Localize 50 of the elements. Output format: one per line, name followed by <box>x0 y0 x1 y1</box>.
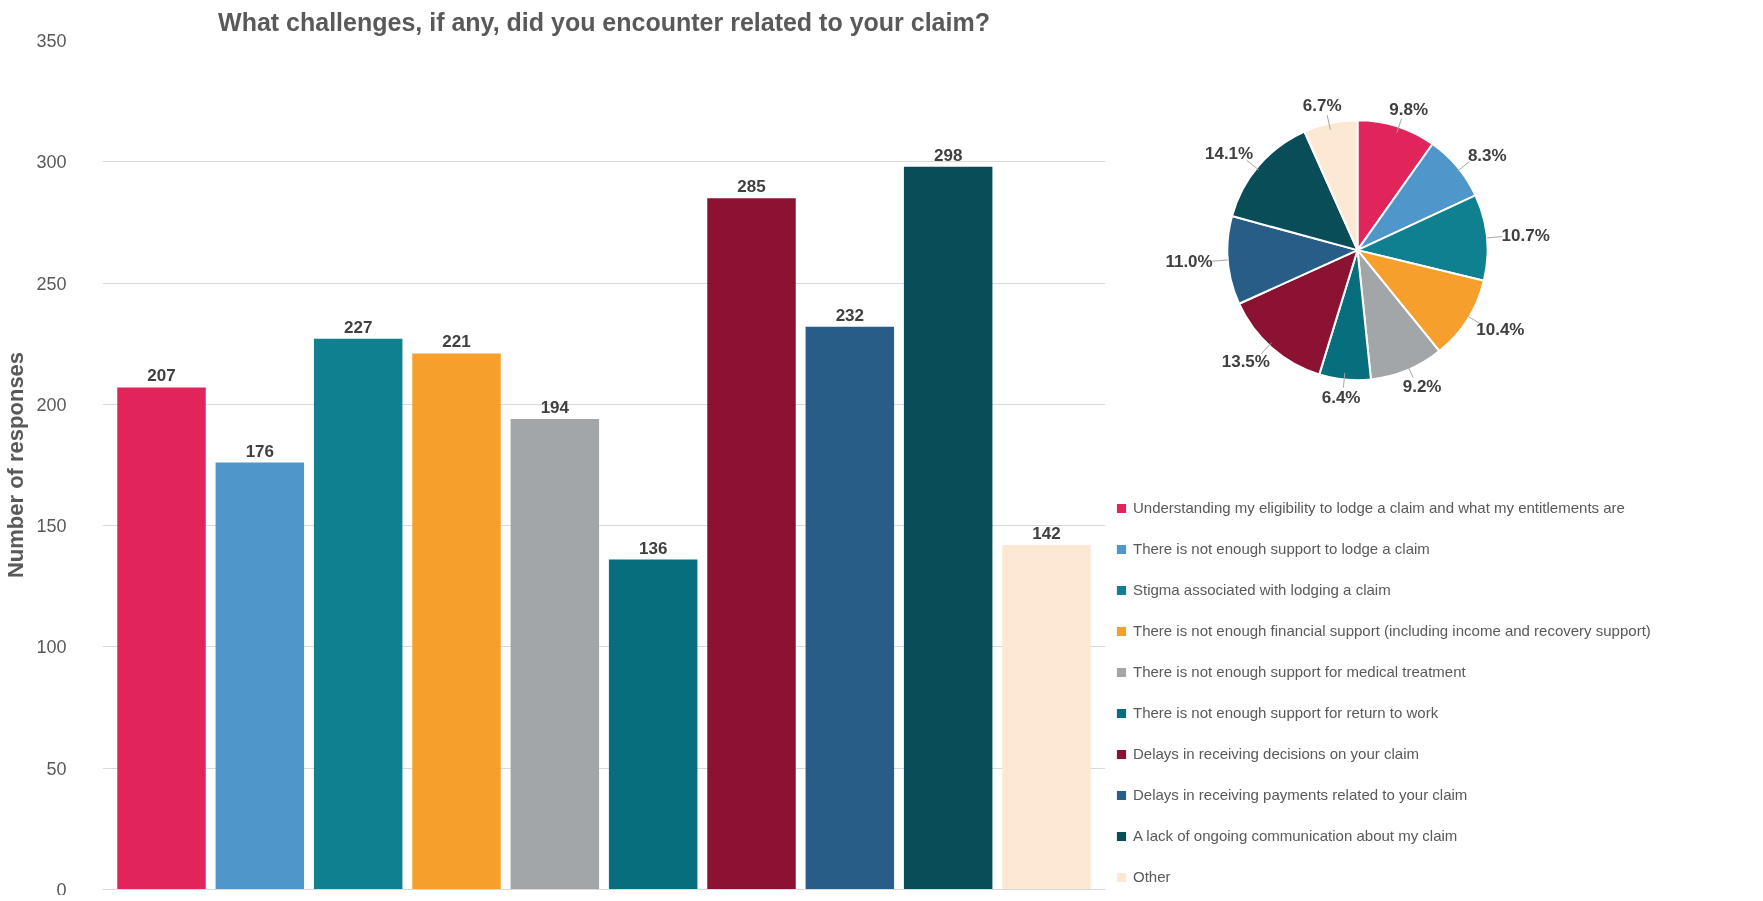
bar <box>903 166 993 890</box>
y-tick-label: 250 <box>36 273 67 294</box>
bar <box>707 198 796 890</box>
bar <box>412 353 501 890</box>
bar <box>805 326 895 890</box>
legend-label: Understanding my eligibility to lodge a claim and what my entitlements are <box>1133 499 1625 516</box>
data-label: 142 <box>1032 524 1061 544</box>
y-tick-label: 300 <box>36 152 67 173</box>
legend-label: Delays in receiving decisions on your claim <box>1133 745 1419 762</box>
data-label: 14.1% <box>1204 144 1254 164</box>
data-label: 13.5% <box>1221 351 1270 371</box>
data-label: 9.2% <box>1402 377 1442 397</box>
y-axis-title: Number of responses <box>3 351 29 579</box>
bar <box>313 338 403 890</box>
data-label: 8.3% <box>1467 145 1507 165</box>
y-tick-label: 50 <box>46 758 67 779</box>
data-label: 10.7% <box>1501 226 1550 246</box>
y-tick-label: 100 <box>36 637 67 658</box>
data-label: 285 <box>737 177 766 197</box>
data-label: 136 <box>638 538 668 558</box>
y-tick-label: 350 <box>36 31 67 51</box>
bar <box>215 462 305 890</box>
legend-label: There is not enough support to lodge a claim <box>1133 540 1430 557</box>
data-label: 298 <box>933 145 963 165</box>
legend-label: There is not enough financial support (including income and recovery support) <box>1133 622 1651 639</box>
y-tick-label: 200 <box>36 394 67 415</box>
data-label: 221 <box>442 332 471 352</box>
bar <box>608 559 698 890</box>
data-label: 207 <box>147 366 176 386</box>
legend-label: A lack of ongoing communication about my claim <box>1133 827 1458 844</box>
legend-label: Other <box>1133 868 1171 885</box>
data-label: 10.4% <box>1476 319 1525 339</box>
bar <box>510 418 600 890</box>
data-label: 11.0% <box>1165 252 1213 272</box>
bar <box>1002 545 1091 890</box>
data-label: 176 <box>245 441 275 461</box>
data-label: 227 <box>343 317 373 337</box>
y-tick-label: 0 <box>56 879 67 900</box>
y-tick-label: 150 <box>36 516 67 537</box>
bar <box>117 387 206 890</box>
data-label: 9.8% <box>1389 99 1429 119</box>
legend-label: There is not enough support for medical treatment <box>1133 663 1466 680</box>
legend-label: There is not enough support for return to work <box>1133 704 1439 721</box>
data-label: 6.7% <box>1302 95 1342 115</box>
chart-title: What challenges, if any, did you encounter related to your claim? <box>218 7 990 36</box>
data-label: 194 <box>540 397 570 417</box>
data-label: 6.4% <box>1321 387 1361 407</box>
data-label: 232 <box>835 305 865 325</box>
legend-label: Stigma associated with lodging a claim <box>1133 581 1391 598</box>
legend-label: Delays in receiving payments related to your claim <box>1133 786 1468 803</box>
